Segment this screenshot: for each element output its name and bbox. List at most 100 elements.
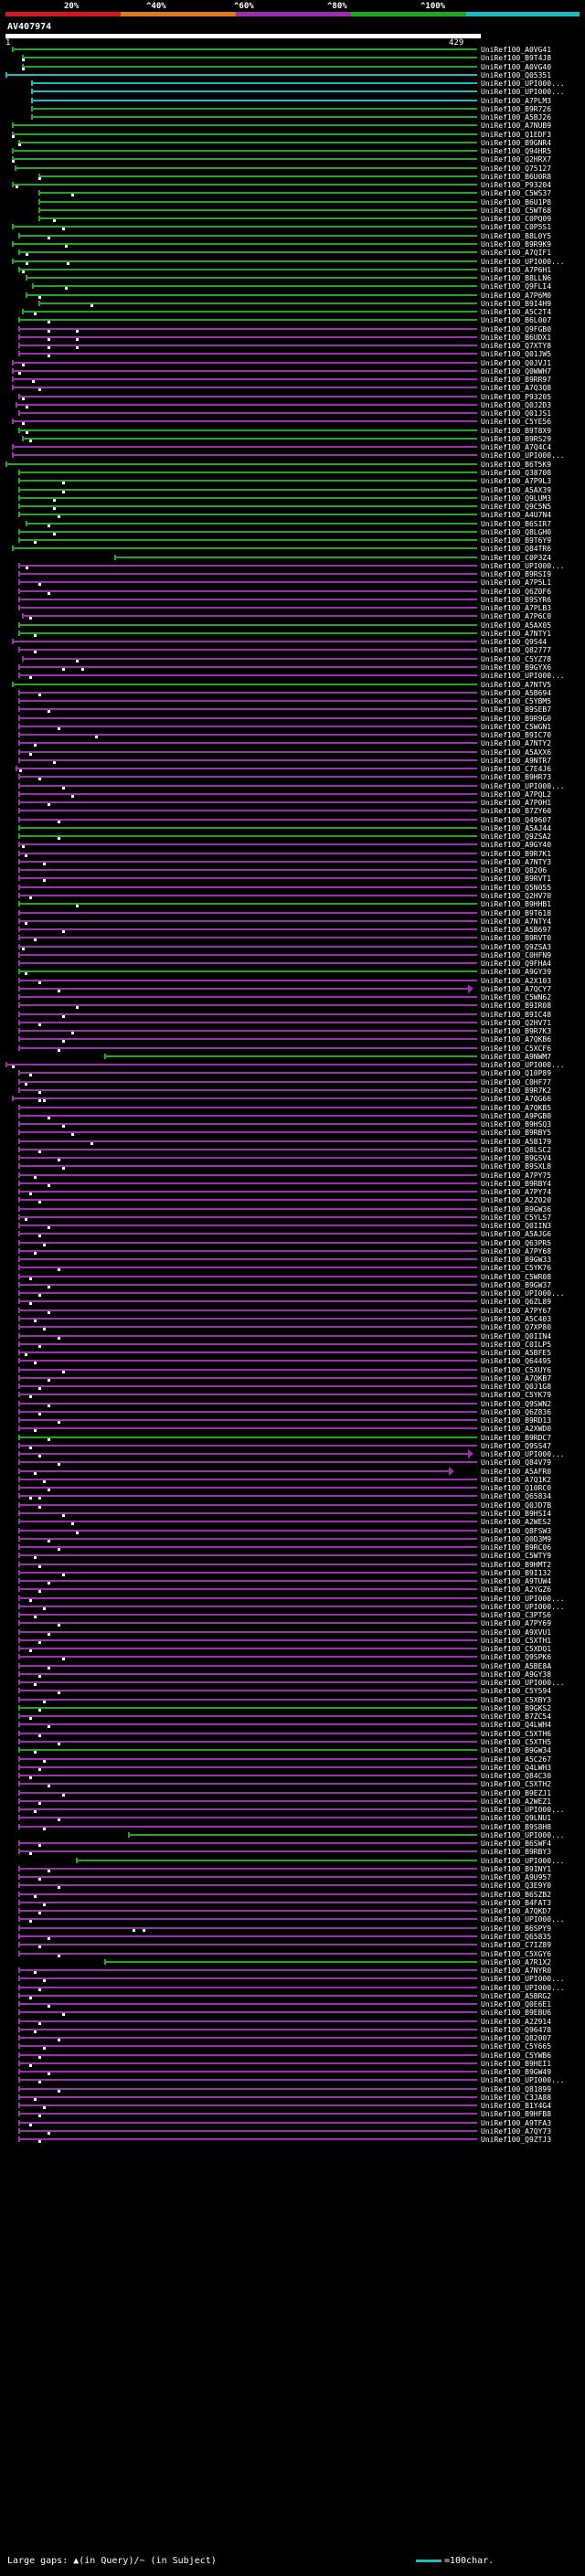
hit-label-link[interactable]: UniRef100_UPI000... xyxy=(481,561,565,570)
hit-label-link[interactable]: UniRef100_Q8LGH0 xyxy=(481,527,552,536)
hit-label-link[interactable]: UniRef100_Q38708 xyxy=(481,469,552,477)
hit-label-link[interactable]: UniRef100_B9IC70 xyxy=(481,731,552,740)
hit-label-link[interactable]: UniRef100_UPI000... xyxy=(481,1679,565,1688)
hit-label-link[interactable]: UniRef100_B6U1P8 xyxy=(481,197,552,207)
hit-label-link[interactable]: UniRef100_Q8206 xyxy=(481,866,548,875)
hit-label-link[interactable]: UniRef100_A7QKB6 xyxy=(481,1035,552,1044)
hit-label-link[interactable]: UniRef100_C5YLS7 xyxy=(481,1213,552,1222)
hit-label-link[interactable]: UniRef100_UPI000... xyxy=(481,1289,565,1299)
hit-label-link[interactable]: UniRef100_Q65834 xyxy=(481,1492,552,1501)
hit-label-link[interactable]: UniRef100_C3PTS6 xyxy=(481,1611,552,1620)
hit-label-link[interactable]: UniRef100_A7R1X2 xyxy=(481,1957,552,1966)
hit-label-link[interactable]: UniRef100_B9S8H8 xyxy=(481,1822,552,1831)
hit-label-link[interactable]: UniRef100_A7NTY4 xyxy=(481,917,552,926)
hit-label-link[interactable]: UniRef100_C5YK76 xyxy=(481,1264,552,1273)
hit-label-link[interactable]: UniRef100_B9IR08 xyxy=(481,1002,552,1011)
hit-label-link[interactable]: UniRef100_B6SIR7 xyxy=(481,519,552,528)
hit-label-link[interactable]: UniRef100_B9GW49 xyxy=(481,2068,552,2077)
hit-label-link[interactable]: UniRef100_A9PGB0 xyxy=(481,1111,552,1120)
hit-label-link[interactable]: UniRef100_C5WTY9 xyxy=(481,1552,552,1561)
hit-label-link[interactable]: UniRef100_C5YWB6 xyxy=(481,2051,552,2060)
hit-label-link[interactable]: UniRef100_Q96478 xyxy=(481,2025,552,2034)
hit-label-link[interactable]: UniRef100_A5B179 xyxy=(481,1137,552,1146)
hit-label-link[interactable]: UniRef100_B9RSI9 xyxy=(481,570,552,579)
hit-label-link[interactable]: UniRef100_B9SYR6 xyxy=(481,595,552,604)
hit-label-link[interactable]: UniRef100_A7PY67 xyxy=(481,1306,552,1315)
hit-label-link[interactable]: UniRef100_B9SEB7 xyxy=(481,705,552,715)
hit-label-link[interactable]: UniRef100_A4U7N4 xyxy=(481,511,552,520)
hit-label-link[interactable]: UniRef100_C5YBM5 xyxy=(481,697,552,706)
hit-label-link[interactable]: UniRef100_Q9FGB0 xyxy=(481,324,552,334)
hit-label-link[interactable]: UniRef100_A7PY75 xyxy=(481,1171,552,1180)
hit-label-link[interactable]: UniRef100_A9U957 xyxy=(481,1873,552,1882)
hit-label-link[interactable]: UniRef100_UPI000... xyxy=(481,1450,565,1459)
hit-label-link[interactable]: UniRef100_Q0JVJ1 xyxy=(481,358,552,367)
hit-label-link[interactable]: UniRef100_Q9SPK6 xyxy=(481,1653,552,1662)
hit-label-link[interactable]: UniRef100_B9T618 xyxy=(481,908,552,917)
hit-label-link[interactable]: UniRef100_B4FAT3 xyxy=(481,1898,552,1907)
hit-label-link[interactable]: UniRef100_Q0JD7B xyxy=(481,1500,552,1510)
hit-label-link[interactable]: UniRef100_Q75127 xyxy=(481,164,552,173)
hit-label-link[interactable]: UniRef100_Q2HRX7 xyxy=(481,155,552,164)
hit-label-link[interactable]: UniRef100_Q5N055 xyxy=(481,883,552,892)
hit-label-link[interactable]: UniRef100_A7NTY1 xyxy=(481,629,552,638)
hit-label-link[interactable]: UniRef100_Q1EDF3 xyxy=(481,130,552,139)
hit-label-link[interactable]: UniRef100_B6SPY9 xyxy=(481,1924,552,1933)
hit-label-link[interactable]: UniRef100_UPI000... xyxy=(481,1983,565,1992)
hit-label-link[interactable]: UniRef100_UPI000... xyxy=(481,451,565,461)
hit-label-link[interactable]: UniRef100_A5AX39 xyxy=(481,485,552,494)
hit-label-link[interactable]: UniRef100_C5XBY3 xyxy=(481,1695,552,1704)
hit-label-link[interactable]: UniRef100_Q49607 xyxy=(481,815,552,824)
hit-label-link[interactable]: UniRef100_A7PLM3 xyxy=(481,96,552,105)
hit-label-link[interactable]: UniRef100_A7NUB9 xyxy=(481,122,552,131)
hit-label-link[interactable]: UniRef100_A7QIF1 xyxy=(481,249,552,258)
hit-label-link[interactable]: UniRef100_B9HSQ3 xyxy=(481,1120,552,1129)
hit-label-link[interactable]: UniRef100_C3JA88 xyxy=(481,2093,552,2102)
hit-label-link[interactable]: UniRef100_B6U0R8 xyxy=(481,172,552,181)
hit-label-link[interactable]: UniRef100_UPI000... xyxy=(481,1061,565,1070)
hit-label-link[interactable]: UniRef100_Q94HR5 xyxy=(481,147,552,156)
hit-label-link[interactable]: UniRef100_A5BFE5 xyxy=(481,1349,552,1358)
hit-label-link[interactable]: UniRef100_B8L0Y5 xyxy=(481,231,552,240)
hit-label-link[interactable]: UniRef100_A7QKB5 xyxy=(481,1103,552,1112)
hit-label-link[interactable]: UniRef100_B9HFB8 xyxy=(481,2110,552,2119)
hit-label-link[interactable]: UniRef100_B9GW34 xyxy=(481,1746,552,1755)
hit-label-link[interactable]: UniRef100_UPI000... xyxy=(481,672,565,681)
hit-label-link[interactable]: UniRef100_UPI000... xyxy=(481,88,565,97)
hit-label-link[interactable]: UniRef100_A2Z020 xyxy=(481,1196,552,1205)
hit-label-link[interactable]: UniRef100_C5XTH1 xyxy=(481,1636,552,1645)
hit-label-link[interactable]: UniRef100_Q3E9Y0 xyxy=(481,1882,552,1891)
hit-label-link[interactable]: UniRef100_B9R9K9 xyxy=(481,239,552,249)
hit-label-link[interactable]: UniRef100_B9INY1 xyxy=(481,1864,552,1873)
hit-label-link[interactable]: UniRef100_B6SZB2 xyxy=(481,1890,552,1899)
hit-label-link[interactable]: UniRef100_B9RVT1 xyxy=(481,875,552,884)
hit-label-link[interactable]: UniRef100_UPI000... xyxy=(481,80,565,89)
hit-label-link[interactable]: UniRef100_A2X103 xyxy=(481,976,552,985)
hit-label-link[interactable]: UniRef100_C5Y594 xyxy=(481,1687,552,1696)
hit-label-link[interactable]: UniRef100_B9HHB1 xyxy=(481,900,552,909)
hit-label-link[interactable]: UniRef100_P93205 xyxy=(481,392,552,401)
hit-label-link[interactable]: UniRef100_B8LLN6 xyxy=(481,274,552,283)
hit-label-link[interactable]: UniRef100_C0P5S1 xyxy=(481,223,552,232)
hit-label-link[interactable]: UniRef100_Q82777 xyxy=(481,646,552,655)
hit-label-link[interactable]: UniRef100_Q10RC0 xyxy=(481,1484,552,1493)
hit-label-link[interactable]: UniRef100_A5B694 xyxy=(481,688,552,697)
hit-label-link[interactable]: UniRef100_Q9FLI4 xyxy=(481,282,552,292)
hit-label-link[interactable]: UniRef100_B9EZJ1 xyxy=(481,1788,552,1797)
hit-label-link[interactable]: UniRef100_C5YE56 xyxy=(481,418,552,427)
hit-label-link[interactable]: UniRef100_A7P6C0 xyxy=(481,612,552,621)
hit-label-link[interactable]: UniRef100_A2WES2 xyxy=(481,1518,552,1527)
hit-label-link[interactable]: UniRef100_UPI000... xyxy=(481,2076,565,2085)
hit-label-link[interactable]: UniRef100_Q8LSC2 xyxy=(481,1145,552,1154)
hit-label-link[interactable]: UniRef100_B9RBY3 xyxy=(481,1848,552,1857)
hit-label-link[interactable]: UniRef100_Q9ZSA3 xyxy=(481,942,552,951)
hit-label-link[interactable]: UniRef100_B9SXL8 xyxy=(481,1162,552,1171)
hit-label-link[interactable]: UniRef100_Q9ZSA2 xyxy=(481,832,552,842)
hit-label-link[interactable]: UniRef100_Q9LUM3 xyxy=(481,493,552,503)
hit-label-link[interactable]: UniRef100_A5AJ44 xyxy=(481,823,552,832)
hit-label-link[interactable]: UniRef100_B9HSI4 xyxy=(481,1509,552,1518)
hit-label-link[interactable]: UniRef100_A7NTY3 xyxy=(481,857,552,866)
hit-label-link[interactable]: UniRef100_A5C403 xyxy=(481,1315,552,1323)
hit-label-link[interactable]: UniRef100_A7QY73 xyxy=(481,2126,552,2136)
hit-label-link[interactable]: UniRef100_B9T4J8 xyxy=(481,54,552,63)
